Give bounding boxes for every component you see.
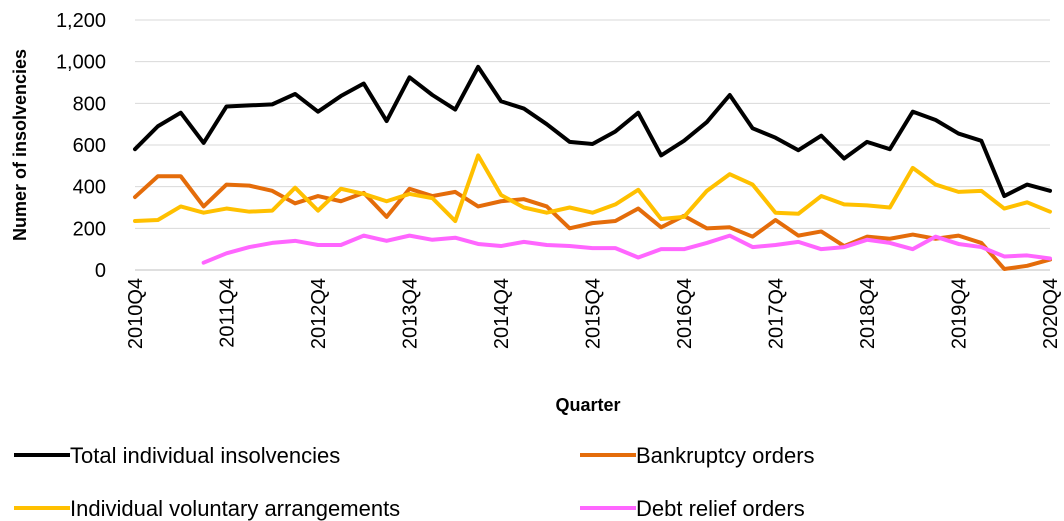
legend-label: Total individual insolvencies <box>70 443 340 468</box>
series-line-2 <box>133 153 1052 224</box>
x-tick-label: 2011Q4 <box>217 278 239 348</box>
x-tick-label: 2010Q4 <box>125 278 147 349</box>
x-tick-label: 2012Q4 <box>308 278 330 349</box>
x-tick-label: 2019Q4 <box>949 278 971 349</box>
series-line-0 <box>133 64 1052 199</box>
legend: Total individual insolvencies Bankruptcy … <box>14 443 815 521</box>
y-tick-label: 800 <box>73 93 106 115</box>
y-tick-label: 1,200 <box>56 10 106 32</box>
y-tick-label: 400 <box>73 177 106 199</box>
x-tick-label: 2014Q4 <box>491 278 513 349</box>
y-tick-label: 200 <box>73 218 106 240</box>
x-tick-label: 2015Q4 <box>583 278 605 349</box>
y-axis-title: Numer of insolvencies <box>10 49 30 241</box>
x-tick-label: 2020Q4 <box>1040 278 1062 349</box>
y-axis-ticks: 0 200 400 600 800 1,000 1,200 <box>56 10 106 282</box>
x-axis-title: Quarter <box>555 395 620 415</box>
gridlines <box>135 19 1050 229</box>
legend-label: Debt relief orders <box>636 496 805 521</box>
y-tick-label: 0 <box>95 260 106 282</box>
x-tick-label: 2017Q4 <box>766 278 788 349</box>
series-lines <box>133 64 1052 271</box>
y-tick-label: 1,000 <box>56 52 106 74</box>
legend-label: Bankruptcy orders <box>636 443 815 468</box>
y-tick-label: 600 <box>73 135 106 157</box>
series-line-1 <box>133 174 1052 271</box>
series-line-3 <box>201 233 1052 265</box>
x-tick-label: 2016Q4 <box>674 278 696 349</box>
legend-label: Individual voluntary arrangements <box>70 496 400 521</box>
x-axis-ticks: 2010Q4 2011Q4 2012Q4 2013Q4 2014Q4 2015Q4 2016… <box>125 278 1062 349</box>
x-tick-label: 2018Q4 <box>857 278 879 349</box>
x-tick-label: 2013Q4 <box>400 278 422 349</box>
